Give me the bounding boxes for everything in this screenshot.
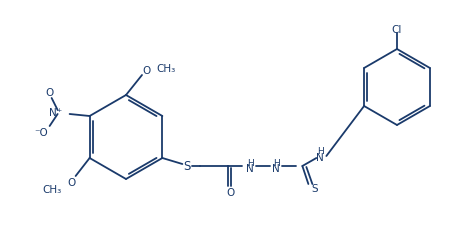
Text: N: N <box>246 163 254 173</box>
Text: CH₃: CH₃ <box>156 64 175 74</box>
Text: O: O <box>67 177 76 187</box>
Text: H: H <box>273 158 280 167</box>
Text: ⁻O: ⁻O <box>34 128 47 138</box>
Text: N⁺: N⁺ <box>49 108 63 118</box>
Text: O: O <box>142 66 150 76</box>
Text: O: O <box>46 88 54 98</box>
Text: H: H <box>317 146 324 155</box>
Text: S: S <box>311 183 318 193</box>
Text: O: O <box>226 187 234 197</box>
Text: H: H <box>247 158 254 167</box>
Text: N: N <box>317 152 324 162</box>
Text: Cl: Cl <box>392 25 402 35</box>
Text: S: S <box>184 159 191 172</box>
Text: CH₃: CH₃ <box>42 184 62 194</box>
Text: N: N <box>272 163 280 173</box>
